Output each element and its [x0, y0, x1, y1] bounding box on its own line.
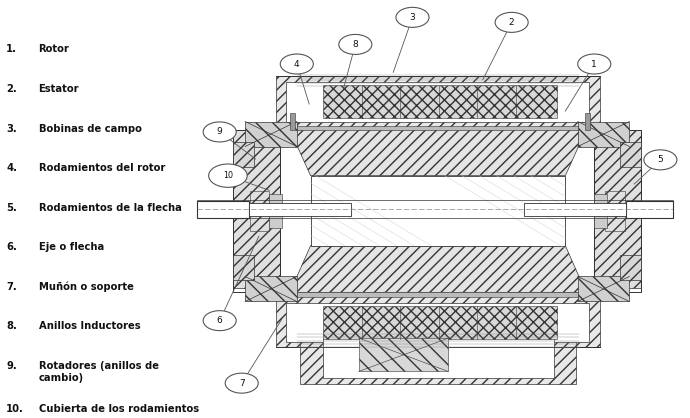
Text: 10: 10 [223, 171, 233, 180]
Bar [300, 315, 575, 384]
Text: Bobinas de campo: Bobinas de campo [39, 124, 141, 134]
Text: 4: 4 [294, 59, 299, 69]
Bar [359, 338, 448, 372]
Circle shape [644, 150, 677, 170]
Bar [605, 191, 624, 231]
Bar [276, 293, 600, 347]
Text: Rodamientos de la flecha: Rodamientos de la flecha [39, 203, 181, 213]
Text: 10.: 10. [6, 404, 24, 414]
Bar [286, 82, 589, 122]
Text: 9.: 9. [6, 361, 17, 371]
Circle shape [203, 122, 236, 142]
Text: 2: 2 [509, 18, 515, 27]
Bar [594, 194, 607, 228]
Bar [323, 306, 557, 339]
Circle shape [396, 8, 429, 27]
Text: Rodamientos del rotor: Rodamientos del rotor [39, 163, 165, 173]
Circle shape [280, 54, 313, 74]
Text: 5: 5 [658, 155, 663, 164]
Text: 1: 1 [591, 59, 597, 69]
Bar [233, 130, 280, 288]
Bar [250, 191, 269, 231]
Bar [578, 122, 629, 146]
Bar [286, 303, 589, 342]
Text: 6: 6 [217, 316, 223, 325]
Text: 6.: 6. [6, 242, 17, 252]
Text: 2.: 2. [6, 84, 17, 94]
Bar [276, 76, 600, 130]
Bar [594, 130, 641, 288]
Text: 3: 3 [410, 13, 415, 22]
Circle shape [225, 373, 258, 393]
Bar [310, 176, 565, 246]
Bar [269, 194, 282, 228]
Bar [323, 338, 553, 378]
Text: 3.: 3. [6, 124, 17, 134]
Circle shape [339, 34, 372, 54]
Bar [620, 143, 641, 167]
Bar [290, 113, 295, 130]
Bar [233, 143, 254, 167]
Bar [245, 276, 297, 301]
Bar [620, 255, 641, 280]
Bar [248, 203, 351, 216]
Text: Muñón o soporte: Muñón o soporte [39, 282, 133, 293]
Text: Cubierta de los rodamientos: Cubierta de los rodamientos [39, 404, 199, 414]
Text: Rotor: Rotor [39, 44, 70, 54]
Bar [233, 255, 254, 280]
Bar [578, 276, 629, 301]
Text: 5.: 5. [6, 203, 17, 213]
Bar [276, 126, 600, 130]
Text: 4.: 4. [6, 163, 17, 173]
Bar [233, 130, 280, 292]
Bar [524, 203, 626, 216]
Text: 7.: 7. [6, 282, 17, 292]
Text: 8: 8 [353, 40, 358, 49]
Bar [323, 85, 557, 118]
Text: Rotadores (anillos de
cambio): Rotadores (anillos de cambio) [39, 361, 159, 383]
Text: Estator: Estator [39, 84, 79, 94]
Polygon shape [290, 246, 586, 292]
Bar [276, 292, 600, 297]
Text: Eje o flecha: Eje o flecha [39, 242, 104, 252]
Text: Anillos Inductores: Anillos Inductores [39, 321, 140, 331]
Text: 9: 9 [217, 127, 223, 136]
Circle shape [578, 54, 611, 74]
Circle shape [208, 164, 247, 187]
Bar [594, 130, 641, 292]
Bar [197, 201, 248, 218]
Text: 1.: 1. [6, 44, 17, 54]
Circle shape [203, 311, 236, 331]
Text: 7: 7 [239, 379, 244, 387]
Bar [245, 122, 297, 146]
Text: 8.: 8. [6, 321, 17, 331]
Bar [584, 113, 590, 130]
Bar [626, 201, 673, 218]
Circle shape [495, 13, 528, 32]
Polygon shape [290, 130, 586, 176]
